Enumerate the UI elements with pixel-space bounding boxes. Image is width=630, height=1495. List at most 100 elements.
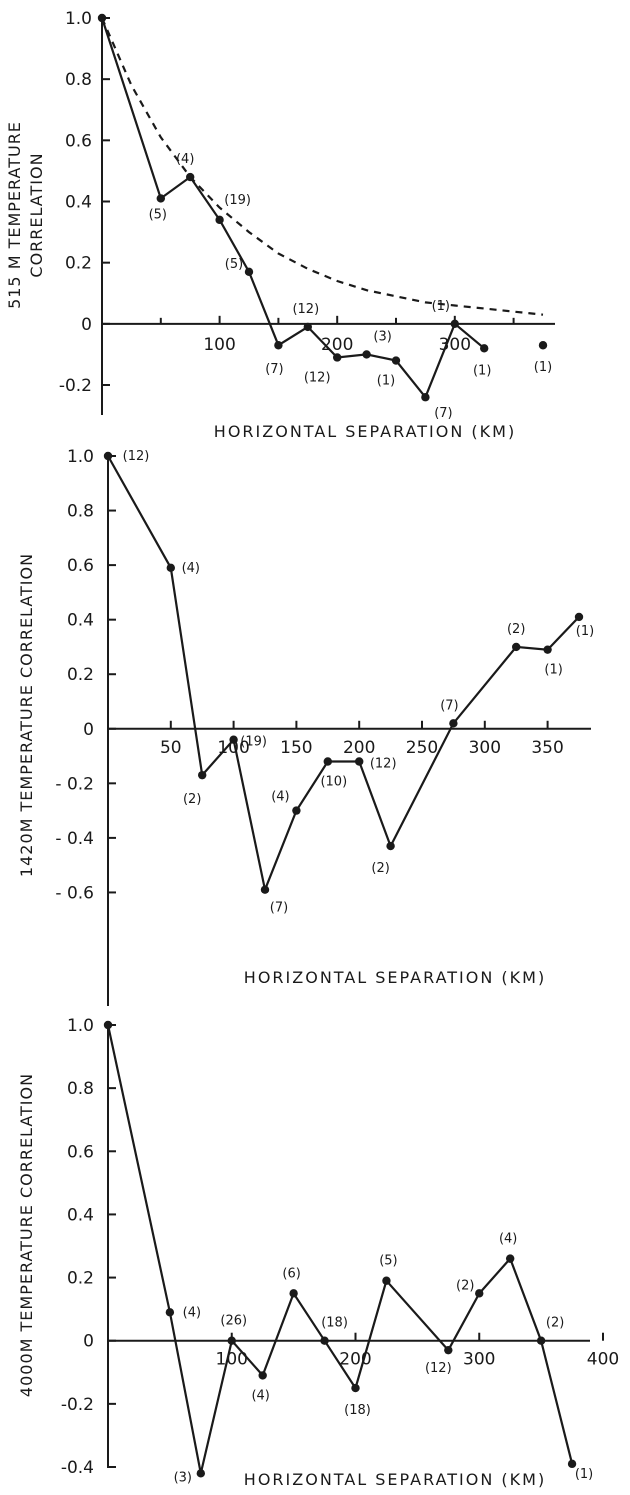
point-count-label: (4) xyxy=(251,1388,269,1403)
point-count-label: (26) xyxy=(220,1314,247,1329)
y-tick-label: -0.4 xyxy=(61,1458,94,1478)
y-tick-label: 0.4 xyxy=(67,1205,94,1225)
data-point xyxy=(244,267,254,277)
point-count-label: (19) xyxy=(240,735,267,750)
panel-4000m-xlabel: HORIZONTAL SEPARATION (KM) xyxy=(244,1470,546,1489)
data-point xyxy=(536,1336,546,1345)
point-count-label: (4) xyxy=(183,1305,201,1320)
data-point xyxy=(538,341,548,350)
x-tick-label: 400 xyxy=(587,1350,619,1370)
point-count-label: (1) xyxy=(432,299,450,314)
x-tick-label: 100 xyxy=(216,1350,248,1370)
data-point xyxy=(156,194,165,203)
data-point xyxy=(421,393,430,402)
point-count-label: (2) xyxy=(546,1316,564,1331)
x-tick-label: 150 xyxy=(280,738,312,758)
data-point xyxy=(227,1336,236,1345)
x-tick-label: 300 xyxy=(463,1350,495,1370)
point-count-label: (12) xyxy=(370,757,397,772)
point-count-label: (3) xyxy=(373,329,391,344)
data-point xyxy=(355,757,364,766)
data-point xyxy=(103,1020,113,1030)
data-point xyxy=(320,1336,329,1345)
data-point xyxy=(186,172,195,182)
x-tick-label: 100 xyxy=(217,738,249,758)
x-tick-label: 300 xyxy=(469,738,501,758)
x-tick-label: 350 xyxy=(531,738,563,758)
data-point xyxy=(567,1459,577,1469)
data-point xyxy=(362,350,371,359)
y-tick-label: -0.2 xyxy=(61,1395,94,1415)
data-point xyxy=(351,1383,360,1393)
y-tick-label: -0.2 xyxy=(59,376,92,396)
data-point xyxy=(229,735,238,744)
point-count-label: (7) xyxy=(270,901,288,916)
data-point xyxy=(444,1345,453,1355)
data-point xyxy=(165,1308,175,1317)
series-line xyxy=(107,455,580,894)
point-count-label: (1) xyxy=(473,363,491,378)
panel-4000m-ylabel: 4000M TEMPERATURE CORRELATION xyxy=(17,1073,36,1397)
point-count-label: (2) xyxy=(456,1278,474,1293)
y-tick-label: 0.8 xyxy=(67,502,94,522)
point-count-label: (2) xyxy=(183,792,201,807)
point-count-label: (12) xyxy=(123,449,150,464)
y-tick-label: 0.8 xyxy=(65,70,92,90)
point-count-label: (5) xyxy=(149,207,167,222)
y-tick-label: 1.0 xyxy=(67,447,94,467)
data-point xyxy=(391,356,401,365)
x-tick-label: 50 xyxy=(160,738,182,758)
data-point xyxy=(215,215,224,225)
point-count-label: (12) xyxy=(304,370,331,385)
panel-1420m-xlabel: HORIZONTAL SEPARATION (KM) xyxy=(244,968,546,987)
point-count-label: (5) xyxy=(379,1254,397,1269)
data-point xyxy=(97,13,107,23)
point-count-label: (10) xyxy=(320,775,347,790)
panel-4000m: 1.0 0.8 0.6 0.4 0.2 0 -0.2 -0.4 100 200 300 400 (4) (… xyxy=(61,1016,619,1485)
data-point xyxy=(274,341,283,350)
data-point xyxy=(292,806,301,815)
point-count-label: (2) xyxy=(371,861,389,876)
point-count-label: (6) xyxy=(282,1266,300,1281)
point-count-label: (1) xyxy=(534,360,552,375)
y-tick-label: 0.2 xyxy=(67,1269,94,1289)
data-point xyxy=(475,1289,484,1298)
y-tick-label: 0 xyxy=(83,1332,94,1352)
y-tick-label: 1.0 xyxy=(67,1016,94,1036)
data-point xyxy=(480,344,489,353)
x-tick-label: 250 xyxy=(406,738,438,758)
y-tick-label: 0.8 xyxy=(67,1079,94,1099)
point-count-label: (3) xyxy=(174,1470,192,1485)
point-count-label: (4) xyxy=(271,790,289,805)
point-count-label: (4) xyxy=(499,1232,517,1247)
x-tick-label: 200 xyxy=(343,738,375,758)
point-count-label: (7) xyxy=(440,698,458,713)
y-tick-label: - 0.4 xyxy=(55,829,94,849)
x-tick-label: 300 xyxy=(439,335,471,355)
panel-1420m-ylabel: 1420M TEMPERATURE CORRELATION xyxy=(17,553,36,877)
point-count-label: (12) xyxy=(292,302,319,317)
y-tick-label: 0.6 xyxy=(65,131,92,151)
y-tick-label: 0 xyxy=(83,720,94,740)
data-point xyxy=(258,1371,267,1380)
data-point xyxy=(512,642,521,652)
panel-515m-ylabel-line2: CORRELATION xyxy=(27,152,46,277)
point-count-label: (1) xyxy=(544,663,562,678)
y-tick-label: 0.6 xyxy=(67,1142,94,1162)
point-count-label: (4) xyxy=(176,152,194,167)
y-tick-label: 0 xyxy=(81,315,92,335)
point-count-label: (18) xyxy=(321,1316,348,1331)
data-point xyxy=(323,757,332,766)
data-point xyxy=(196,1469,206,1478)
x-tick-label: 100 xyxy=(203,335,235,355)
reference-curve xyxy=(100,17,544,316)
y-tick-label: 1.0 xyxy=(65,9,92,29)
data-point xyxy=(303,322,312,332)
point-count-label: (2) xyxy=(507,622,525,637)
point-count-label: (4) xyxy=(182,561,200,576)
data-point xyxy=(450,319,459,329)
panel-515m-xlabel: HORIZONTAL SEPARATION (KM) xyxy=(214,422,516,441)
data-point xyxy=(382,1276,391,1285)
